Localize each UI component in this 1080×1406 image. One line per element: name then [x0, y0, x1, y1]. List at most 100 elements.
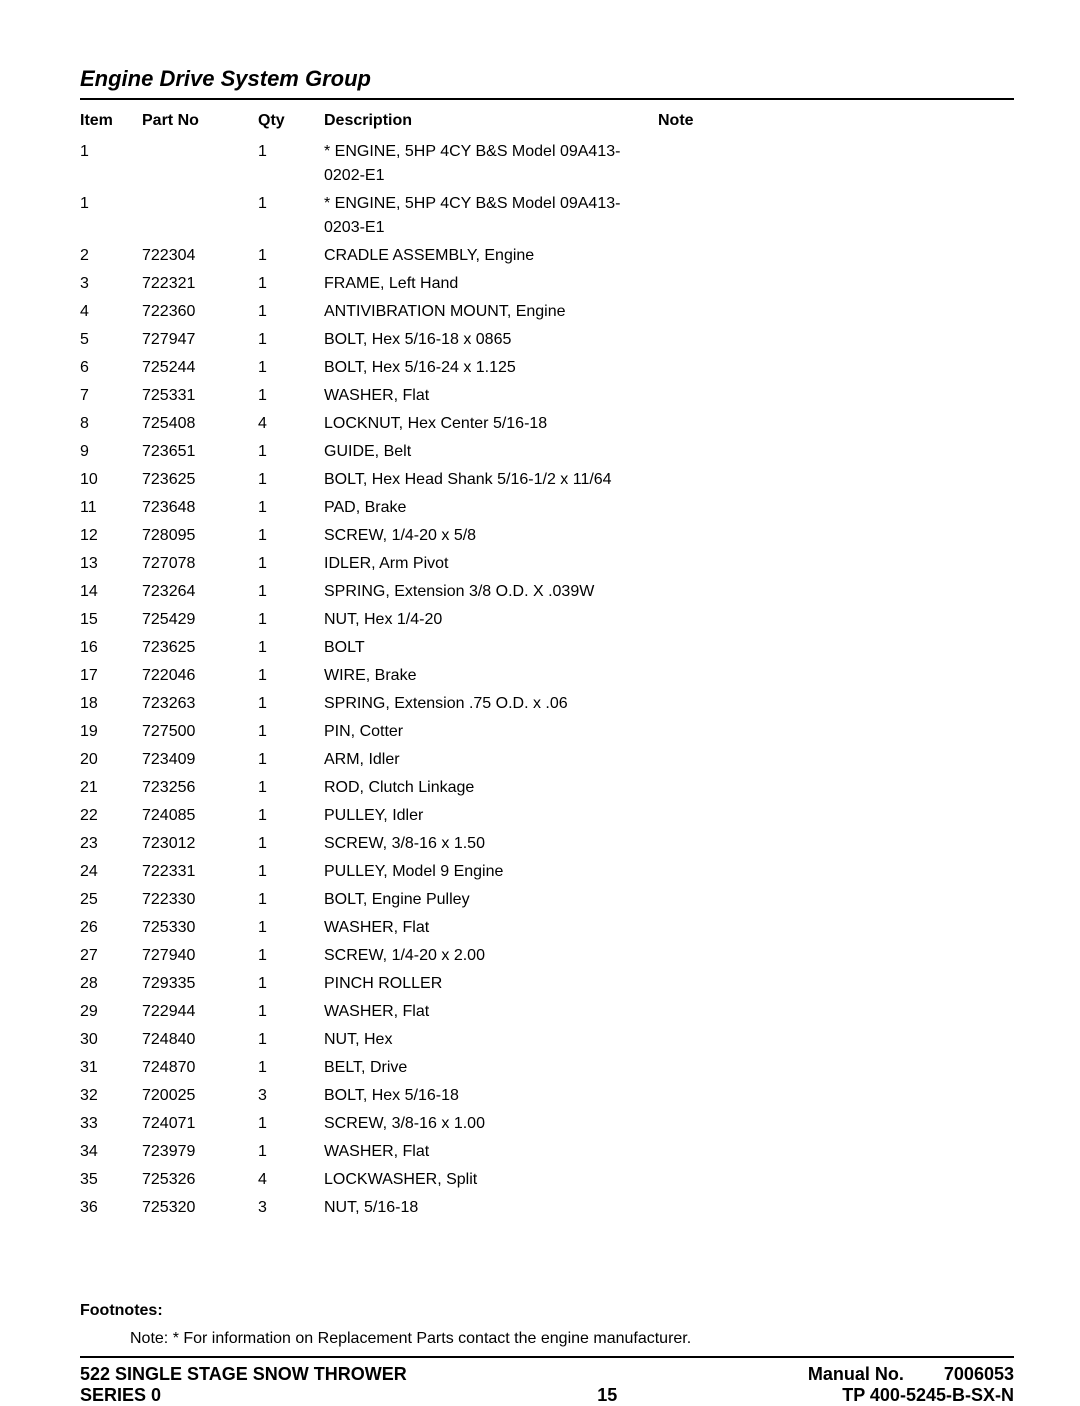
cell-note — [658, 746, 1014, 774]
cell-qty: 4 — [258, 410, 324, 438]
cell-part: 725331 — [142, 382, 258, 410]
cell-qty: 1 — [258, 858, 324, 886]
cell-qty: 1 — [258, 298, 324, 326]
cell-desc: BOLT, Engine Pulley — [324, 886, 658, 914]
cell-item: 7 — [80, 382, 142, 410]
cell-part: 723625 — [142, 634, 258, 662]
cell-qty: 1 — [258, 494, 324, 522]
cell-desc: PULLEY, Idler — [324, 802, 658, 830]
cell-part: 728095 — [142, 522, 258, 550]
cell-desc: GUIDE, Belt — [324, 438, 658, 466]
cell-desc: NUT, Hex 1/4-20 — [324, 606, 658, 634]
cell-qty: 1 — [258, 774, 324, 802]
cell-part: 723012 — [142, 830, 258, 858]
cell-desc: ANTIVIBRATION MOUNT, Engine — [324, 298, 658, 326]
col-note: Note — [658, 108, 1014, 138]
cell-part: 723264 — [142, 578, 258, 606]
cell-note — [658, 606, 1014, 634]
cell-qty: 1 — [258, 438, 324, 466]
cell-note — [658, 550, 1014, 578]
cell-qty: 1 — [258, 522, 324, 550]
table-row: 77253311WASHER, Flat — [80, 382, 1014, 410]
cell-note — [658, 382, 1014, 410]
cell-part: 723651 — [142, 438, 258, 466]
product-line2: SERIES 0 — [80, 1385, 407, 1406]
table-row: 87254084LOCKNUT, Hex Center 5/16-18 — [80, 410, 1014, 438]
footer: 522 SINGLE STAGE SNOW THROWER SERIES 0 1… — [80, 1364, 1014, 1406]
cell-qty: 4 — [258, 1166, 324, 1194]
cell-desc: PIN, Cotter — [324, 718, 658, 746]
cell-desc: NUT, Hex — [324, 1026, 658, 1054]
cell-note — [658, 1166, 1014, 1194]
cell-part: 727947 — [142, 326, 258, 354]
header-row: Item Part No Qty Description Note — [80, 108, 1014, 138]
cell-desc: ROD, Clutch Linkage — [324, 774, 658, 802]
cell-part: 723409 — [142, 746, 258, 774]
table-row: 127280951SCREW, 1/4-20 x 5/8 — [80, 522, 1014, 550]
cell-note — [658, 662, 1014, 690]
cell-desc: WASHER, Flat — [324, 998, 658, 1026]
cell-part: 722321 — [142, 270, 258, 298]
cell-part: 722944 — [142, 998, 258, 1026]
cell-desc: SCREW, 1/4-20 x 5/8 — [324, 522, 658, 550]
cell-part — [142, 138, 258, 190]
cell-note — [658, 354, 1014, 382]
cell-item: 35 — [80, 1166, 142, 1194]
cell-part: 722330 — [142, 886, 258, 914]
cell-item: 12 — [80, 522, 142, 550]
cell-part: 727500 — [142, 718, 258, 746]
footer-center: 15 — [597, 1385, 617, 1406]
cell-qty: 1 — [258, 662, 324, 690]
cell-part: 723625 — [142, 466, 258, 494]
table-row: 107236251BOLT, Hex Head Shank 5/16-1/2 x… — [80, 466, 1014, 494]
table-row: 137270781IDLER, Arm Pivot — [80, 550, 1014, 578]
cell-qty: 1 — [258, 746, 324, 774]
table-row: 327200253BOLT, Hex 5/16-18 — [80, 1082, 1014, 1110]
col-qty: Qty — [258, 108, 324, 138]
table-row: 117236481PAD, Brake — [80, 494, 1014, 522]
footnote-text: Note: * For information on Replacement P… — [130, 1330, 1014, 1348]
cell-item: 30 — [80, 1026, 142, 1054]
cell-desc: BOLT, Hex 5/16-18 — [324, 1082, 658, 1110]
cell-part: 724840 — [142, 1026, 258, 1054]
cell-qty: 1 — [258, 886, 324, 914]
cell-item: 10 — [80, 466, 142, 494]
cell-desc: BOLT — [324, 634, 658, 662]
cell-part: 727078 — [142, 550, 258, 578]
cell-part: 724870 — [142, 1054, 258, 1082]
cell-desc: ARM, Idler — [324, 746, 658, 774]
cell-qty: 1 — [258, 138, 324, 190]
cell-qty: 1 — [258, 242, 324, 270]
cell-part: 729335 — [142, 970, 258, 998]
cell-part: 725326 — [142, 1166, 258, 1194]
cell-qty: 1 — [258, 942, 324, 970]
cell-qty: 3 — [258, 1194, 324, 1222]
col-desc: Description — [324, 108, 658, 138]
section-title: Engine Drive System Group — [80, 66, 1014, 100]
cell-desc: * ENGINE, 5HP 4CY B&S Model 09A413-0202-… — [324, 138, 658, 190]
cell-note — [658, 578, 1014, 606]
table-row: 157254291NUT, Hex 1/4-20 — [80, 606, 1014, 634]
cell-part: 723648 — [142, 494, 258, 522]
cell-note — [658, 326, 1014, 354]
cell-item: 13 — [80, 550, 142, 578]
cell-item: 20 — [80, 746, 142, 774]
cell-part: 725320 — [142, 1194, 258, 1222]
cell-item: 21 — [80, 774, 142, 802]
cell-part — [142, 190, 258, 242]
cell-qty: 1 — [258, 1110, 324, 1138]
cell-qty: 1 — [258, 270, 324, 298]
cell-note — [658, 634, 1014, 662]
table-row: 207234091ARM, Idler — [80, 746, 1014, 774]
table-row: 227240851PULLEY, Idler — [80, 802, 1014, 830]
cell-desc: PINCH ROLLER — [324, 970, 658, 998]
table-row: 197275001PIN, Cotter — [80, 718, 1014, 746]
cell-part: 725330 — [142, 914, 258, 942]
cell-item: 36 — [80, 1194, 142, 1222]
footnotes-label: Footnotes: — [80, 1302, 1014, 1320]
cell-part: 725408 — [142, 410, 258, 438]
table-row: 177220461WIRE, Brake — [80, 662, 1014, 690]
cell-part: 720025 — [142, 1082, 258, 1110]
cell-qty: 1 — [258, 354, 324, 382]
cell-item: 9 — [80, 438, 142, 466]
